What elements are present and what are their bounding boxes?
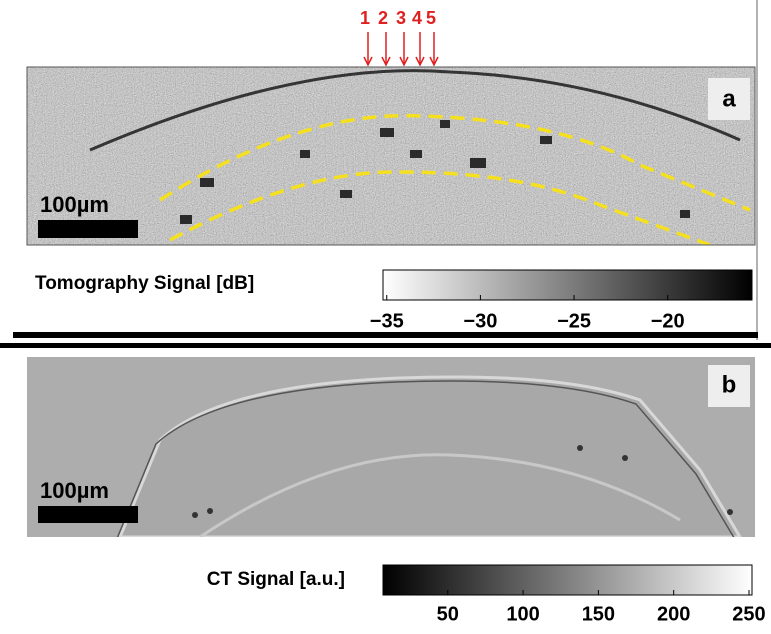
colorbar-label: CT Signal [a.u.] <box>207 569 345 590</box>
arrow-label: 2 <box>378 8 388 28</box>
panel-label: b <box>722 371 737 398</box>
scale-bar-label: 100µm <box>40 192 109 217</box>
tomography-image <box>27 67 755 245</box>
arrow-label: 4 <box>412 8 422 28</box>
colorbar <box>383 270 752 300</box>
colorbar-tick-label: −30 <box>463 310 497 332</box>
arrow-label: 5 <box>426 8 436 28</box>
scale-bar-label: 100µm <box>40 478 109 503</box>
colorbar-tick-label: 200 <box>657 603 690 625</box>
colorbar-tick-label: 250 <box>732 603 765 625</box>
arrow-label: 1 <box>360 8 370 28</box>
scale-bar <box>38 220 138 238</box>
divider <box>0 343 771 348</box>
arrow-label: 3 <box>396 8 406 28</box>
figure: a 100µm Tomography Signal [dB] b 100µm C… <box>0 0 771 634</box>
colorbar-tick-label: 100 <box>506 603 539 625</box>
colorbar-tick-label: −20 <box>651 310 685 332</box>
colorbar-tick-label: 150 <box>582 603 615 625</box>
panel-label: a <box>722 85 736 112</box>
divider <box>13 332 758 338</box>
colorbar-label: Tomography Signal [dB] <box>35 273 254 294</box>
colorbar-tick-label: 50 <box>437 603 459 625</box>
colorbar-tick-label: −35 <box>370 310 404 332</box>
colorbar-tick-label: −25 <box>557 310 591 332</box>
colorbar <box>383 565 752 595</box>
scale-bar <box>38 506 138 523</box>
